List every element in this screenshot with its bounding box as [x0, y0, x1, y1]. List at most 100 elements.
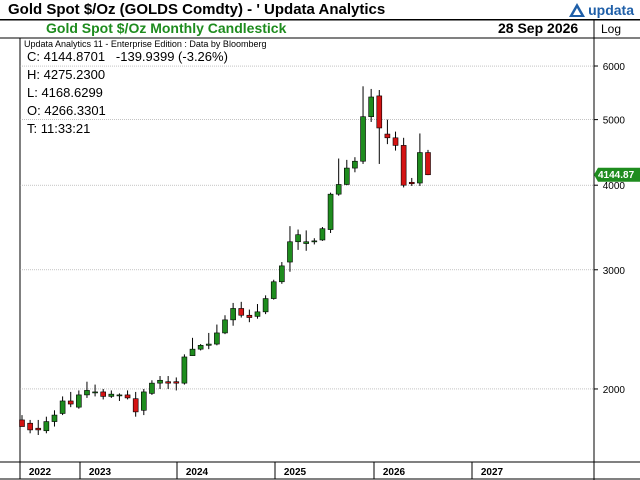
candle-body-2 [35, 427, 42, 431]
candle-10 [100, 388, 106, 400]
candle-20 [181, 354, 188, 385]
x-tick-label-2026: 2026 [383, 467, 406, 478]
candle-9 [92, 384, 98, 397]
candle-33 [287, 226, 293, 272]
candle-body-5 [59, 400, 66, 414]
candle-body-14 [132, 398, 139, 413]
candle-42 [360, 86, 366, 164]
candle-19 [173, 377, 180, 391]
candle-15 [141, 388, 147, 416]
candle-body-47 [400, 145, 407, 186]
candle-23 [205, 332, 212, 350]
candle-body-26 [230, 308, 236, 321]
x-tick-label-2022: 2022 [29, 467, 52, 478]
candle-30 [262, 295, 269, 315]
candle-body-31 [270, 281, 277, 299]
candle-7 [76, 390, 82, 409]
candle-35 [303, 230, 310, 251]
x-tick-label-2024: 2024 [186, 467, 209, 478]
candle-body-3 [43, 421, 50, 432]
candle-body-25 [222, 319, 228, 334]
window-titlebar: Gold Spot $/Oz (GOLDS Comdty) - ' Updata… [0, 0, 640, 20]
candle-body-8 [84, 390, 90, 396]
candle-36 [311, 238, 318, 245]
x-axis-ticks: 2022 2023 2024 2025 2026 2027 [19, 462, 504, 479]
candle-body-41 [352, 160, 358, 169]
candle-body-11 [108, 393, 115, 397]
candle-body-39 [335, 184, 342, 195]
candle-45 [384, 119, 391, 145]
y-axis-ticks: 2000 3000 4000 5000 6000 [594, 62, 625, 396]
candle-body-23 [205, 343, 212, 346]
candle-body-34 [295, 234, 301, 243]
candle-14 [132, 391, 139, 417]
close-readout: C: 4144.8701 -139.9399 (-3.26%) [27, 49, 228, 64]
edition-label: Updata Analytics 11 - Enterprise Edition… [24, 39, 266, 49]
y-tick-label-2000: 2000 [603, 385, 626, 396]
candle-body-40 [343, 167, 350, 185]
brand-logo: updata [569, 1, 634, 19]
candle-body-6 [67, 400, 74, 405]
candle-16 [149, 380, 155, 395]
candle-body-18 [165, 381, 171, 384]
candle-body-42 [360, 116, 366, 162]
log-scale-toggle[interactable]: Log [601, 22, 621, 36]
candle-29 [254, 304, 261, 319]
candle-body-20 [181, 356, 188, 384]
candle-body-29 [254, 311, 261, 317]
candle-22 [197, 344, 204, 351]
candle-body-33 [287, 241, 293, 263]
candle-body-13 [124, 394, 131, 399]
candle-body-43 [368, 96, 374, 117]
candle-body-37 [319, 228, 326, 241]
candle-body-48 [408, 181, 415, 185]
candle-1 [27, 419, 33, 434]
candle-body-24 [214, 332, 220, 345]
candle-49 [417, 133, 423, 186]
candle-body-45 [384, 133, 391, 139]
candle-body-16 [149, 382, 155, 394]
candle-25 [222, 315, 228, 335]
candle-body-32 [279, 265, 285, 283]
candle-41 [352, 157, 358, 173]
candle-body-28 [246, 314, 253, 318]
y-tick-label-6000: 6000 [603, 62, 626, 73]
candle-11 [108, 390, 115, 398]
candle-body-15 [141, 391, 147, 411]
candle-13 [124, 390, 131, 400]
last-price-tag-label: 4144.87 [598, 170, 635, 181]
candle-37 [319, 226, 326, 241]
candle-6 [67, 391, 74, 408]
candle-body-44 [376, 95, 383, 129]
candle-44 [376, 89, 383, 164]
candle-5 [59, 396, 66, 416]
candle-43 [368, 88, 374, 122]
candle-body-38 [327, 193, 334, 230]
candle-50 [425, 149, 431, 176]
candle-body-22 [197, 345, 204, 350]
last-price-tag: 4144.87 [594, 167, 640, 182]
x-tick-label-2027: 2027 [481, 467, 504, 478]
candle-21 [189, 337, 196, 356]
candle-body-19 [173, 381, 180, 384]
time-readout: T: 11:33:21 [27, 121, 90, 136]
candle-26 [230, 302, 236, 326]
candle-24 [214, 324, 220, 346]
candle-34 [295, 229, 301, 250]
candle-body-46 [392, 137, 399, 146]
grid-lines [20, 65, 594, 390]
candle-47 [400, 137, 407, 188]
x-tick-label-2023: 2023 [89, 467, 112, 478]
candle-38 [327, 192, 334, 233]
candle-body-49 [417, 152, 423, 184]
y-tick-label-4000: 4000 [603, 181, 626, 192]
chart-title: Gold Spot $/Oz Monthly Candlestick [46, 20, 287, 36]
open-readout: O: 4266.3301 [27, 103, 106, 118]
low-readout: L: 4168.6299 [27, 85, 103, 100]
candle-8 [84, 381, 90, 398]
candle-body-35 [303, 241, 310, 244]
candle-0 [19, 415, 25, 427]
brand-logo-text: updata [588, 2, 634, 18]
x-tick-label-2025: 2025 [284, 467, 307, 478]
